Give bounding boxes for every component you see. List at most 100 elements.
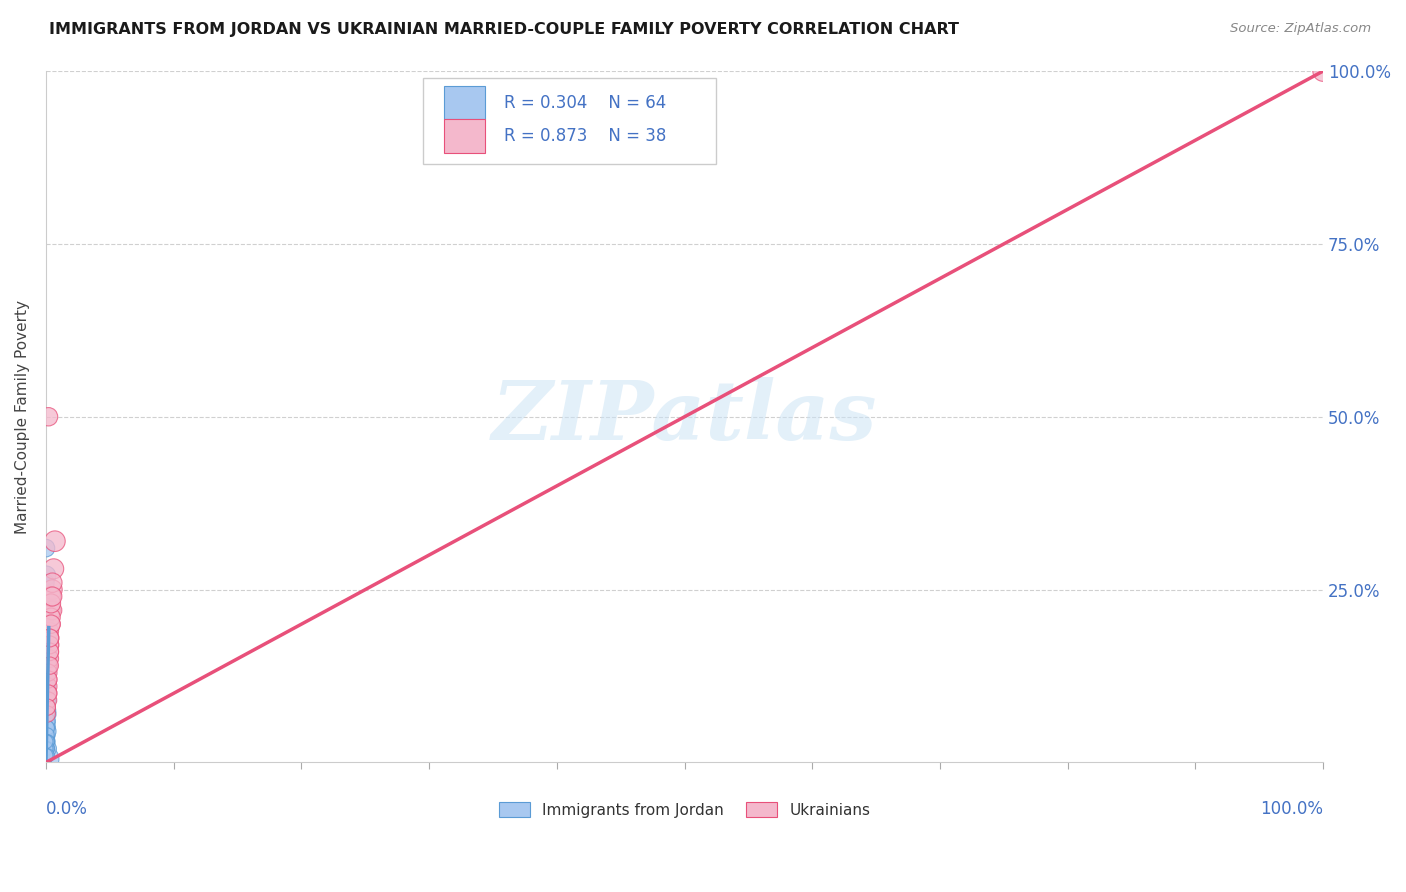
Point (35, 748, 58, 763)
Point (41, 603, 63, 617)
Text: R = 0.304    N = 64: R = 0.304 N = 64 (505, 94, 666, 112)
Point (37, 731, 59, 746)
Legend: Immigrants from Jordan, Ukrainians: Immigrants from Jordan, Ukrainians (494, 796, 876, 824)
Point (37, 741, 59, 756)
Point (38, 638, 60, 652)
Point (38, 658, 60, 673)
Text: 0.0%: 0.0% (46, 800, 87, 819)
Point (38, 624, 60, 638)
Point (35, 728, 58, 742)
Point (35, 610, 58, 624)
Point (35, 748, 58, 763)
Point (44, 534, 66, 549)
Point (38, 631, 60, 645)
Point (37, 700, 59, 714)
Point (37, 734, 59, 748)
Point (38, 686, 60, 700)
Point (38, 686, 60, 700)
Point (37, 734, 59, 748)
Point (37, 686, 59, 700)
Point (35, 631, 58, 645)
Point (35, 700, 58, 714)
Point (37, 734, 59, 748)
Point (35, 541, 58, 555)
Point (35, 741, 58, 756)
Point (37, 724, 59, 739)
Point (38, 741, 60, 756)
Point (35, 734, 58, 748)
Point (37, 748, 59, 763)
Point (37, 734, 59, 748)
Point (37, 665, 59, 680)
Point (37, 717, 59, 731)
Point (37, 728, 59, 742)
Point (37, 706, 59, 721)
Point (35, 748, 58, 763)
Point (35, 693, 58, 707)
FancyBboxPatch shape (444, 87, 485, 120)
Point (37, 686, 59, 700)
Point (35, 741, 58, 756)
Point (38, 673, 60, 687)
Point (35, 731, 58, 746)
Point (38, 658, 60, 673)
Point (35, 741, 58, 756)
Point (39, 590, 62, 604)
Point (38, 658, 60, 673)
Point (38, 645, 60, 659)
Point (39, 596, 62, 610)
Point (35, 734, 58, 748)
Point (35, 748, 58, 763)
Point (38, 645, 60, 659)
Point (35, 748, 58, 763)
Text: IMMIGRANTS FROM JORDAN VS UKRAINIAN MARRIED-COUPLE FAMILY POVERTY CORRELATION CH: IMMIGRANTS FROM JORDAN VS UKRAINIAN MARR… (49, 22, 959, 37)
Point (37, 748, 59, 763)
Point (39, 617, 62, 632)
Point (35, 748, 58, 763)
Point (38, 631, 60, 645)
Point (39, 603, 62, 617)
Point (37, 693, 59, 707)
Text: ZIPatlas: ZIPatlas (492, 376, 877, 457)
Point (37, 706, 59, 721)
Point (41, 582, 63, 597)
Point (37, 596, 59, 610)
Point (37, 721, 59, 735)
Point (35, 575, 58, 590)
Point (39, 617, 62, 632)
Point (38, 638, 60, 652)
Point (1312, 64, 1334, 78)
Point (41, 575, 63, 590)
Point (35, 748, 58, 763)
Point (37, 714, 59, 728)
Point (38, 409, 60, 424)
Point (37, 738, 59, 752)
Point (38, 651, 60, 665)
Point (35, 752, 58, 766)
Point (38, 651, 60, 665)
Point (35, 748, 58, 763)
Point (37, 700, 59, 714)
Point (35, 741, 58, 756)
Point (38, 665, 60, 680)
Point (35, 568, 58, 582)
Text: R = 0.873    N = 38: R = 0.873 N = 38 (505, 127, 666, 145)
Point (35, 728, 58, 742)
Point (37, 721, 59, 735)
Point (35, 741, 58, 756)
Point (37, 741, 59, 756)
Point (37, 679, 59, 693)
Point (41, 590, 63, 604)
Y-axis label: Married-Couple Family Poverty: Married-Couple Family Poverty (15, 300, 30, 533)
Point (37, 741, 59, 756)
Point (37, 721, 59, 735)
Text: 100.0%: 100.0% (1260, 800, 1323, 819)
FancyBboxPatch shape (423, 78, 717, 164)
Point (37, 734, 59, 748)
Point (35, 748, 58, 763)
Point (38, 693, 60, 707)
Text: Source: ZipAtlas.com: Source: ZipAtlas.com (1230, 22, 1371, 36)
Point (37, 714, 59, 728)
Point (37, 741, 59, 756)
Point (39, 610, 62, 624)
